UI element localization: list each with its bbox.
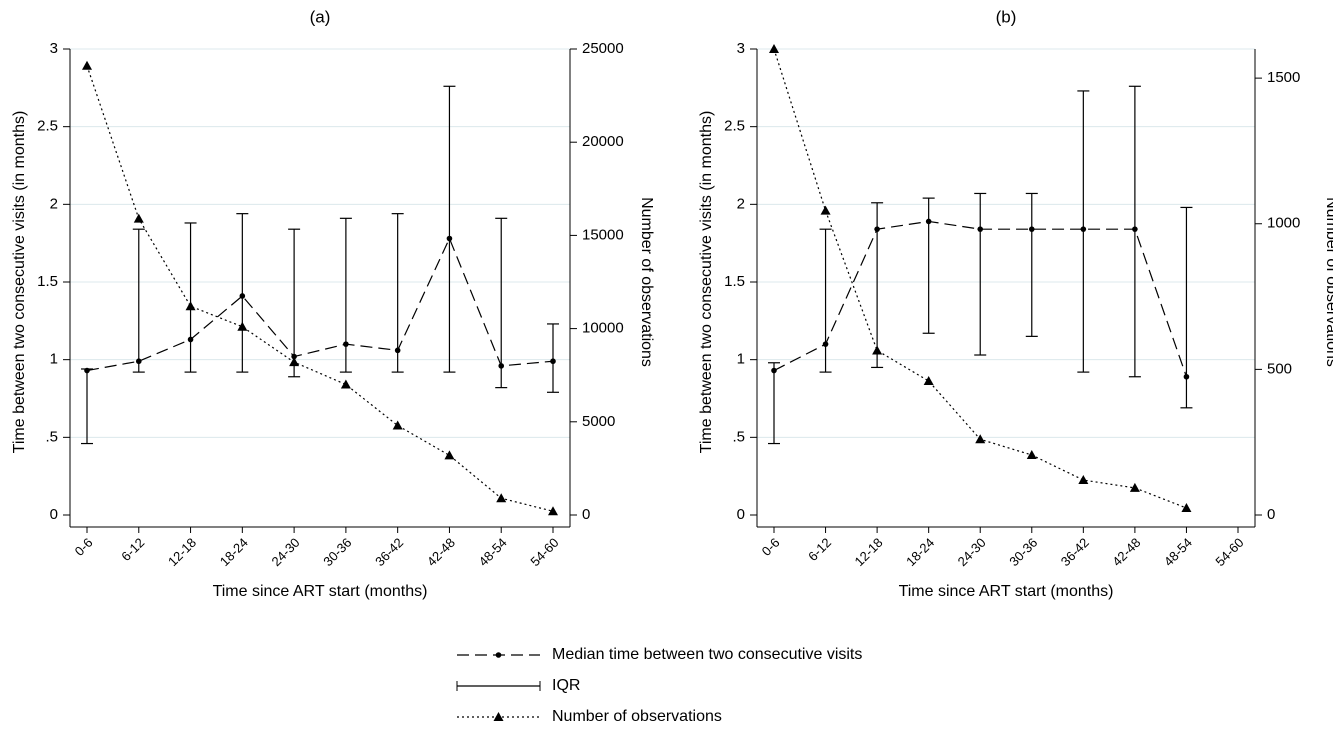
marker — [820, 205, 831, 215]
x-tick-label: 12-18 — [852, 535, 886, 569]
marker — [496, 493, 507, 503]
y2-tick-label: 25000 — [582, 40, 624, 57]
y2-tick-label: 0 — [582, 506, 590, 523]
x-tick-label: 36-42 — [372, 535, 406, 569]
marker — [289, 357, 300, 367]
y-tick-label: 1 — [737, 351, 745, 368]
y-tick-label: 1 — [50, 351, 58, 368]
panel-title: (a) — [310, 7, 331, 26]
x-tick-label: 24-30 — [269, 535, 303, 569]
x-tick-label: 54-60 — [527, 535, 561, 569]
marker — [548, 506, 558, 516]
marker — [1078, 475, 1089, 485]
y2-tick-label: 15000 — [582, 226, 624, 243]
x-tick-label: 6-12 — [118, 535, 147, 564]
y-tick-label: 3 — [50, 40, 58, 57]
y-tick-label: 0 — [50, 506, 58, 523]
marker — [975, 434, 986, 444]
x-tick-label: 0-6 — [72, 535, 96, 559]
y-tick-label: 2.5 — [37, 118, 58, 135]
x-tick-label: 54-60 — [1212, 535, 1246, 569]
marker — [185, 301, 196, 311]
x-tick-label: 42-48 — [424, 535, 458, 569]
y-axis-title: Time between two consecutive visits (in … — [11, 111, 28, 454]
marker — [82, 60, 92, 70]
y-tick-label: 1.5 — [37, 273, 58, 290]
line — [86, 237, 554, 372]
x-tick-label: 18-24 — [217, 535, 251, 569]
x-tick-label: 6-12 — [805, 535, 834, 564]
marker — [1026, 450, 1037, 460]
y-tick-label: 0 — [737, 506, 745, 523]
y-tick-label: 2 — [737, 195, 745, 212]
marker — [923, 376, 934, 386]
legend-label: Number of observations — [552, 708, 722, 725]
x-tick-label: 0-6 — [759, 535, 783, 559]
y2-tick-label: 1000 — [1267, 215, 1300, 232]
y2-axis-title: Number of observations — [638, 197, 655, 367]
x-tick-label: 48-54 — [1161, 535, 1195, 569]
x-tick-label: 36-42 — [1058, 535, 1092, 569]
x-tick-label: 42-48 — [1109, 535, 1143, 569]
marker — [872, 345, 883, 355]
y-tick-label: 3 — [737, 40, 745, 57]
x-tick-label: 24-30 — [955, 535, 989, 569]
marker — [769, 44, 779, 53]
y-tick-label: 2.5 — [724, 118, 745, 135]
marker — [237, 321, 248, 331]
y-tick-label: .5 — [732, 428, 745, 445]
y2-tick-label: 500 — [1267, 360, 1292, 377]
x-axis-title: Time since ART start (months) — [213, 583, 428, 600]
legend-marker — [493, 712, 504, 721]
marker — [444, 450, 455, 460]
x-tick-label: 48-54 — [476, 535, 510, 569]
legend-marker — [495, 652, 502, 658]
x-tick-label: 30-36 — [320, 535, 354, 569]
marker — [392, 420, 403, 430]
legend-label: Median time between two consecutive visi… — [552, 646, 862, 663]
marker — [133, 213, 144, 223]
y2-tick-label: 1500 — [1267, 69, 1300, 86]
x-tick-label: 12-18 — [165, 535, 199, 569]
x-tick-label: 30-36 — [1006, 535, 1040, 569]
y2-tick-label: 20000 — [582, 133, 624, 150]
y-tick-label: 2 — [50, 195, 58, 212]
x-axis-title: Time since ART start (months) — [899, 583, 1114, 600]
marker — [1129, 482, 1140, 492]
panel-title: (b) — [996, 7, 1017, 26]
y2-axis-title: Number of observations — [1323, 197, 1333, 367]
y2-tick-label: 5000 — [582, 413, 615, 430]
y-tick-label: .5 — [45, 428, 58, 445]
y-tick-label: 1.5 — [724, 273, 745, 290]
line — [86, 65, 554, 512]
marker — [1181, 503, 1192, 513]
x-tick-label: 18-24 — [903, 535, 937, 569]
y2-tick-label: 10000 — [582, 320, 624, 337]
y-axis-title: Time between two consecutive visits (in … — [698, 111, 715, 454]
marker — [340, 379, 351, 389]
y2-tick-label: 0 — [1267, 506, 1275, 523]
legend-label: IQR — [552, 677, 580, 694]
